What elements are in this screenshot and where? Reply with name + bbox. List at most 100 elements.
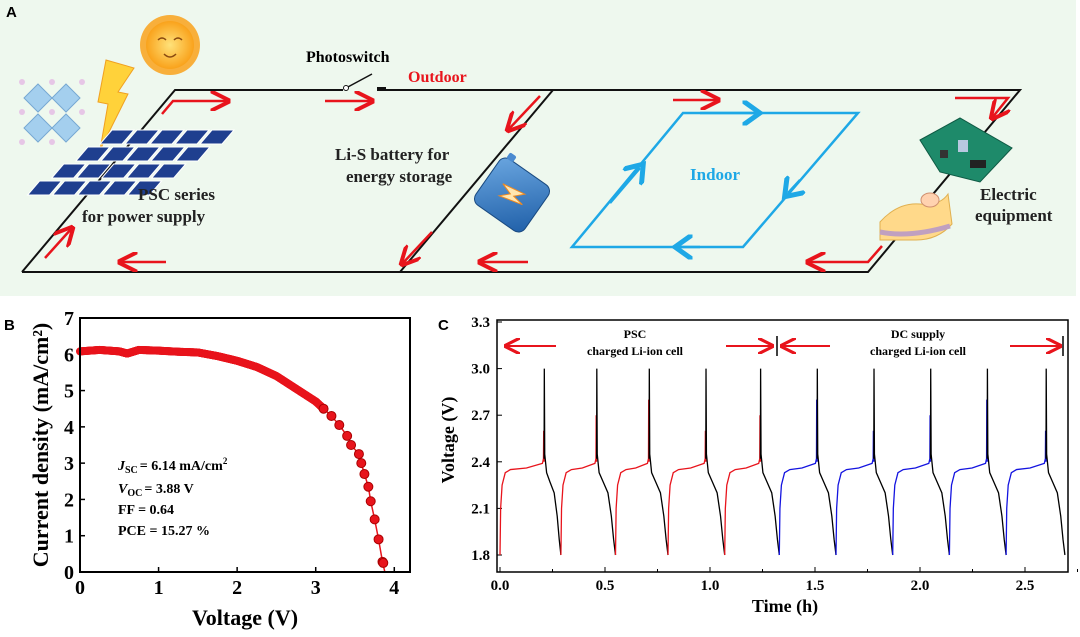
panel-a-diagram: A Photoswitch Outdoor: [0, 0, 1076, 296]
indoor-loop: [569, 113, 861, 247]
dc-annotation-line1: DC supply: [891, 327, 945, 341]
psc-label-line1: PSC series: [138, 185, 215, 204]
b-data-point: [334, 420, 345, 431]
solar-cell: [50, 163, 87, 179]
photoswitch-label: Photoswitch: [306, 49, 390, 66]
c-charge-curve: [614, 399, 650, 556]
battery-label-line2: energy storage: [346, 167, 453, 186]
panel-c-frame: [496, 319, 1069, 573]
b-data-point: [369, 514, 380, 525]
solar-cell: [148, 129, 186, 145]
c-discharge-curve: [1045, 368, 1066, 556]
b-ytick-label: 2: [64, 489, 74, 511]
c-discharge-curve: [543, 368, 562, 556]
c-charge-curve: [892, 415, 932, 556]
c-charge-curve: [499, 430, 545, 556]
b-ytick-label: 4: [64, 417, 74, 439]
c-ytick-label: 1.8: [471, 548, 490, 564]
battery-icon: [474, 153, 550, 233]
current-arrows: [44, 96, 1008, 264]
c-charge-curve: [778, 399, 818, 556]
c-discharge-curve: [595, 368, 617, 556]
outdoor-label: Outdoor: [408, 69, 467, 86]
b-ytick-label: 6: [64, 344, 74, 366]
b-annotations: JSC = 6.14 mA/cm2 VOC = 3.88 V FF = 0.64 P…: [117, 456, 228, 539]
b-data-point: [365, 496, 376, 507]
b-data-point: [373, 534, 384, 545]
b-ylabel: Current density (mA/cm²): [28, 323, 53, 567]
b-data-point: [342, 430, 353, 441]
c-ytick-label: 2.1: [471, 501, 490, 517]
c-ytick-label: 2.7: [471, 408, 490, 424]
solar-cell: [126, 180, 163, 196]
equipment-label-line2: equipment: [975, 206, 1053, 225]
panel-a-label: A: [6, 4, 17, 21]
solar-cell: [149, 146, 186, 162]
c-xtick-label: 0.5: [596, 578, 615, 594]
b-xtick-label: 2: [232, 577, 242, 599]
b-ytick-label: 0: [64, 562, 74, 584]
lightning-icon: [97, 59, 135, 151]
c-ytick-label: 2.4: [471, 455, 490, 471]
solar-cell: [99, 146, 136, 162]
solar-cell: [26, 180, 63, 196]
c-charge-curve: [948, 399, 988, 556]
solar-cell: [75, 163, 112, 179]
hand-touch-icon: [879, 192, 953, 241]
c-ytick-label: 3.3: [471, 315, 490, 331]
c-discharge-curve: [759, 368, 780, 556]
b-data-point: [356, 458, 367, 469]
equipment-label-line1: Electric: [980, 185, 1037, 204]
solar-cell: [198, 129, 236, 145]
voc-annotation: VOC = 3.88 V: [118, 482, 194, 499]
b-xtick-label: 0: [75, 577, 85, 599]
b-ytick-label: 7: [64, 308, 74, 330]
b-data-point: [378, 557, 389, 568]
sun-icon: [140, 15, 200, 75]
b-data-point: [346, 440, 357, 450]
c-annotations: PSC charged Li-ion cell DC supply charge…: [587, 327, 967, 358]
b-xlabel: Voltage (V): [192, 605, 298, 630]
c-ylabel: Voltage (V): [438, 397, 459, 484]
psc-label-line2: for power supply: [82, 207, 206, 226]
c-ytick-label: 3.0: [471, 362, 490, 378]
jsc-annotation: JSC = 6.14 mA/cm2: [117, 456, 228, 476]
solar-cell: [74, 146, 111, 162]
c-xtick-label: 1.0: [701, 578, 720, 594]
c-discharge-curve: [873, 368, 894, 556]
b-data-point: [363, 481, 374, 492]
b-data-point: [359, 469, 370, 480]
c-xtick-label: 0.0: [491, 578, 510, 594]
solar-cell: [124, 146, 161, 162]
c-discharge-curve: [816, 368, 837, 556]
panel-b-frame: [79, 317, 411, 573]
c-charge-curve: [835, 430, 875, 556]
c-discharge-curve: [986, 368, 1007, 556]
crystal-atoms: [19, 79, 85, 145]
b-xtick-label: 1: [154, 577, 164, 599]
c-xtick-label: 2.5: [1016, 578, 1035, 594]
circuit-board-icon: [919, 117, 1013, 183]
battery-label-line1: Li-S battery for: [335, 145, 450, 164]
panel-b-label: B: [4, 317, 15, 334]
indoor-label: Indoor: [690, 165, 741, 184]
psc-annotation-line2: charged Li-ion cell: [587, 344, 684, 358]
dc-annotation-line2: charged Li-ion cell: [870, 344, 967, 358]
b-data-point: [353, 449, 364, 460]
c-charge-curve: [560, 415, 598, 556]
solar-cell: [150, 163, 187, 179]
solar-cell: [125, 163, 162, 179]
solar-cell: [100, 163, 137, 179]
c-charge-curve: [667, 430, 707, 556]
c-xtick-label: 2.0: [911, 578, 930, 594]
solar-panel-icon: [26, 129, 236, 196]
c-xtick-label: 1.5: [806, 578, 825, 594]
c-discharge-curve: [705, 368, 726, 556]
panel-c-label: C: [438, 317, 449, 334]
solar-cell: [76, 180, 113, 196]
c-charge-curve: [1005, 430, 1047, 556]
ff-annotation: FF = 0.64: [118, 503, 174, 518]
b-ytick-label: 1: [64, 526, 74, 548]
